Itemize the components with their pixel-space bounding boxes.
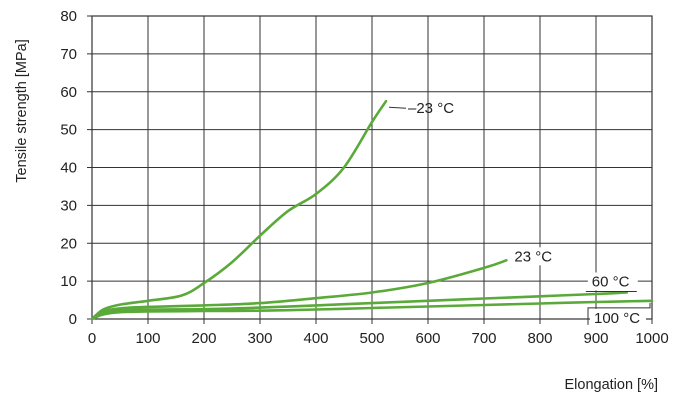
x-axis-label: Elongation [%] — [564, 377, 658, 393]
x-tick-label: 500 — [359, 330, 384, 347]
x-tick-label: 0 — [88, 330, 96, 347]
series-label-minus23: –23 °C — [408, 100, 454, 117]
x-tick-label: 400 — [303, 330, 328, 347]
series-label-100: 100 °C — [594, 310, 640, 327]
series-leader-100 — [587, 302, 651, 325]
series-label-60: 60 °C — [592, 273, 630, 290]
x-tick-label: 800 — [527, 330, 552, 347]
y-tick-label: 10 — [60, 273, 77, 290]
y-tick-label: 20 — [60, 235, 77, 252]
series-label-23: 23 °C — [514, 248, 552, 265]
tick-labels: 0 100 200 300 400 500 600 700 800 900 1000 0 10 20 30 4… — [60, 8, 668, 347]
y-axis-label: Tensile strength [MPa] — [14, 39, 30, 182]
series-labels: –23 °C 23 °C 60 °C 100 °C — [388, 100, 651, 327]
plot-frame — [91, 15, 653, 320]
grid-layer — [87, 15, 653, 324]
x-tick-label: 900 — [583, 330, 608, 347]
x-tick-label: 600 — [415, 330, 440, 347]
x-tick-label: 300 — [247, 330, 272, 347]
series-line-60 — [90, 291, 629, 321]
series-lines — [90, 99, 654, 321]
y-tick-label: 30 — [60, 197, 77, 214]
y-tick-label: 0 — [69, 311, 77, 328]
series-line-100 — [90, 299, 654, 321]
series-label-bg — [590, 308, 646, 327]
y-tick-label: 50 — [60, 122, 77, 139]
series-line-23 — [90, 259, 508, 321]
series-label-bg — [510, 247, 565, 266]
x-tick-label: 100 — [135, 330, 160, 347]
x-tick-label: 700 — [471, 330, 496, 347]
y-tick-label: 40 — [60, 160, 77, 177]
y-tick-label: 70 — [60, 46, 77, 63]
series-leader-minus23 — [388, 106, 407, 109]
y-tick-label: 80 — [60, 8, 77, 25]
series-label-bg — [587, 272, 638, 291]
y-tick-label: 60 — [60, 84, 77, 101]
series-line-minus23 — [90, 99, 388, 321]
x-tick-label: 1000 — [635, 330, 668, 347]
x-tick-label: 200 — [191, 330, 216, 347]
